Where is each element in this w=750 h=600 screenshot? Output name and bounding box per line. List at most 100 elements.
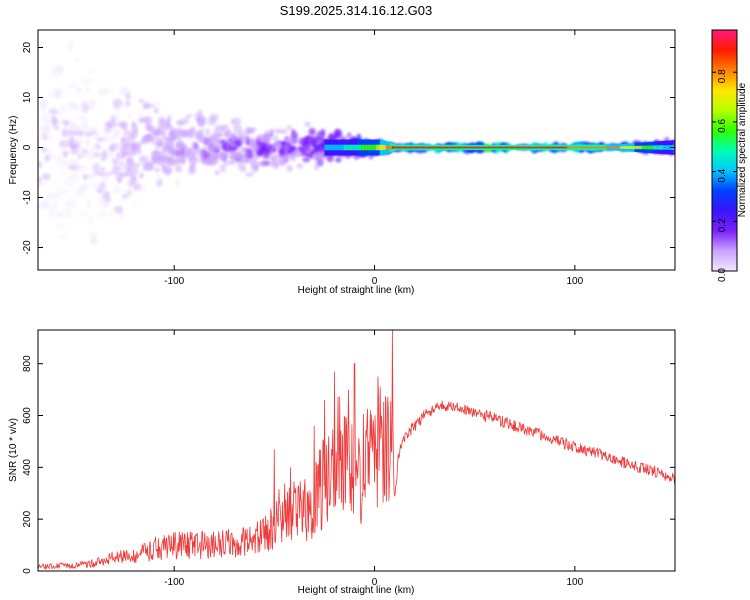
heatmap-band-core — [626, 146, 629, 149]
heatmap-band-core — [541, 146, 545, 149]
heatmap-cell — [108, 211, 114, 216]
heatmap-cell — [184, 115, 190, 124]
heatmap-band-core — [459, 146, 462, 149]
heatmap-band-core — [460, 146, 463, 149]
heatmap-band-core — [628, 146, 631, 149]
heatmap-band-core — [505, 146, 509, 149]
heatmap-band-core — [591, 146, 594, 149]
colorbar: 0.0 0.2 0.4 0.6 0.8 Normalized spectral ampl… — [711, 29, 748, 282]
heatmap-cell — [253, 163, 259, 171]
heatmap-band-core — [484, 146, 487, 149]
heatmap-band-core — [634, 145, 637, 150]
heatmap-band-core — [330, 144, 333, 151]
heatmap-band-core — [503, 146, 506, 149]
heatmap-cell — [151, 156, 159, 165]
heatmap-band-core — [394, 146, 397, 149]
heatmap-band-core — [492, 146, 495, 149]
heatmap-cell — [141, 184, 147, 192]
heatmap-cell — [55, 92, 61, 100]
heatmap-cell — [100, 155, 107, 162]
heatmap-cell — [138, 156, 144, 164]
heatmap-band-core — [663, 145, 666, 150]
heatmap-band-core — [502, 146, 505, 149]
heatmap-band-core — [340, 144, 343, 151]
heatmap-band-core — [454, 146, 457, 149]
heatmap-cell — [88, 182, 94, 187]
heatmap-band-core — [596, 146, 599, 149]
heatmap-band-core — [334, 144, 337, 151]
heatmap-cell — [110, 115, 116, 125]
heatmap-cell — [138, 172, 145, 179]
heatmap-cell — [297, 145, 304, 151]
heatmap-band-core — [587, 146, 590, 149]
heatmap-cell — [238, 135, 245, 144]
heatmap-cell — [85, 140, 90, 147]
heatmap-cell — [120, 136, 126, 143]
snr-frame — [37, 329, 676, 572]
heatmap-cell — [140, 138, 146, 145]
heatmap-band-core — [640, 145, 643, 150]
heatmap-cell — [120, 121, 129, 131]
heatmap-cell — [131, 162, 141, 169]
heatmap-band-core — [487, 146, 491, 149]
heatmap-band-core — [359, 144, 362, 151]
heatmap-band-core — [539, 146, 542, 149]
heatmap-cell — [238, 167, 247, 172]
heatmap-band-core — [504, 146, 507, 149]
heatmap-band-core — [421, 146, 425, 149]
heatmap-cell — [59, 140, 69, 149]
heatmap-cell — [136, 141, 142, 151]
heatmap-cell — [48, 207, 56, 218]
heatmap-band-core — [415, 146, 418, 149]
heatmap-band-core — [638, 145, 641, 150]
heatmap-band-core — [480, 146, 483, 149]
heatmap-cell — [110, 169, 119, 175]
heatmap-cell — [126, 112, 133, 119]
heatmap-band-core — [527, 146, 530, 149]
heatmap-band-core — [546, 146, 549, 149]
heatmap-band-core — [477, 146, 480, 149]
heatmap-cell — [97, 88, 107, 96]
heatmap-band-core — [573, 146, 576, 149]
heatmap-cell — [232, 133, 239, 141]
heatmap-band-core — [406, 146, 409, 149]
heatmap-band-core — [501, 146, 504, 149]
heatmap-cell — [89, 151, 96, 161]
heatmap-band-core — [544, 146, 547, 149]
heatmap-cell — [96, 211, 107, 219]
heatmap-cell — [286, 125, 293, 131]
heatmap-cell — [290, 129, 296, 134]
heatmap-band-core — [552, 146, 556, 149]
heatmap-band-core — [372, 144, 375, 151]
heatmap-cell — [275, 128, 283, 134]
heatmap-band-core — [361, 144, 364, 151]
heatmap-cell — [41, 202, 51, 209]
heatmap-cell — [131, 176, 138, 186]
heatmap-cell — [209, 148, 214, 158]
heatmap-band-core — [656, 145, 659, 150]
heatmap-band-core — [651, 145, 654, 150]
heatmap-band-core — [566, 146, 569, 149]
heatmap-band-core — [358, 144, 361, 151]
heatmap-band-core — [636, 145, 640, 150]
spectrogram-xlabel: Height of straight line (km) — [298, 285, 415, 296]
heatmap-cell — [104, 121, 112, 127]
heatmap-band-core — [657, 145, 660, 150]
bot-ytick-label: 800 — [22, 355, 33, 372]
heatmap-cell — [70, 124, 81, 132]
heatmap-band-core — [397, 146, 400, 149]
heatmap-band-core — [599, 146, 602, 149]
heatmap-cell — [44, 154, 50, 163]
heatmap-band-core — [378, 144, 381, 151]
heatmap-cell — [55, 223, 66, 229]
heatmap-band-core — [471, 146, 474, 149]
heatmap-band-core — [462, 146, 465, 149]
heatmap-band-core — [658, 145, 661, 150]
heatmap-cell — [308, 127, 316, 136]
heatmap-cell — [158, 118, 166, 127]
heatmap-cell — [109, 134, 118, 142]
heatmap-band-core — [489, 146, 492, 149]
heatmap-cell — [69, 143, 76, 151]
heatmap-band-core — [608, 146, 611, 149]
